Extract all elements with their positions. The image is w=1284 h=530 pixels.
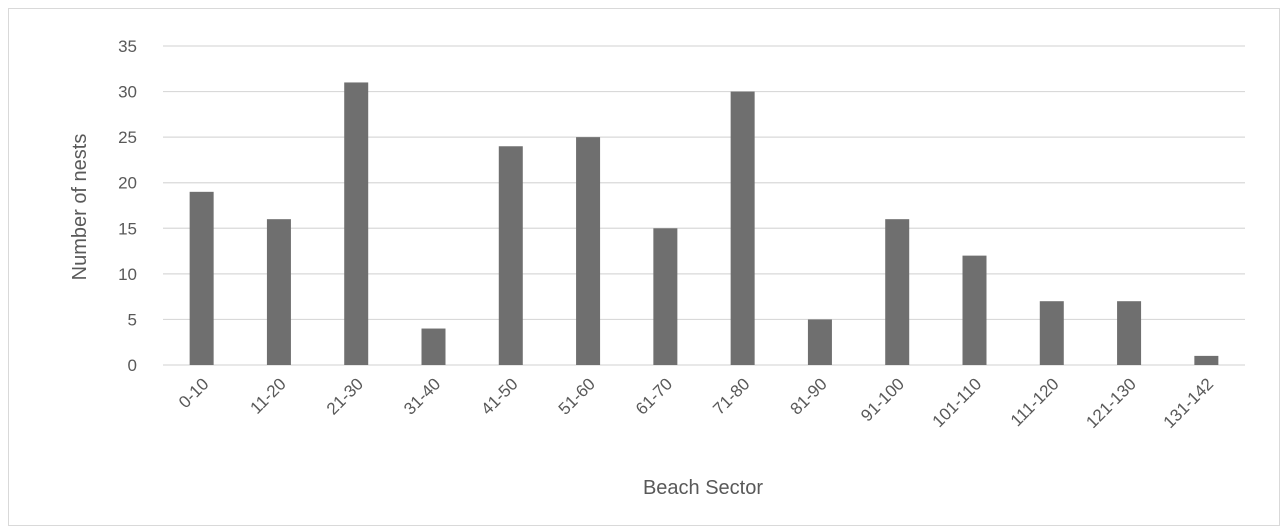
bar-101-110: [962, 255, 987, 365]
x-axis-title: Beach Sector: [643, 477, 763, 499]
x-tick-label: 61-70: [632, 374, 676, 418]
x-tick-label: 11-20: [246, 374, 289, 417]
y-tick-label: 15: [118, 219, 137, 238]
x-tick-label: 71-80: [709, 374, 753, 418]
gridlines: [163, 45, 1245, 366]
bar-81-90: [807, 319, 832, 365]
x-tick-label: 51-60: [555, 374, 599, 418]
y-tick-label: 10: [118, 265, 137, 284]
chart-frame: [8, 8, 1280, 526]
y-axis-ticks: 0 5 10 15 20 25 30 35: [118, 37, 137, 375]
bar-131-142: [1194, 355, 1219, 365]
bar-41-50: [498, 146, 523, 365]
bar-0-10: [189, 191, 214, 365]
y-tick-label: 30: [118, 83, 137, 102]
x-tick-label: 41-50: [477, 374, 521, 418]
x-tick-label: 111-120: [1007, 374, 1063, 430]
bar-91-100: [885, 219, 910, 365]
x-tick-label: 101-110: [929, 374, 986, 431]
x-tick-label: 81-90: [787, 374, 831, 418]
x-tick-label: 0-10: [175, 374, 212, 411]
y-axis-title: Number of nests: [69, 134, 91, 281]
bar-71-80: [730, 91, 755, 366]
bars: [189, 82, 1219, 366]
bar-11-20: [266, 219, 291, 365]
bar-61-70: [653, 228, 678, 365]
bar-51-60: [576, 137, 601, 365]
y-tick-label: 35: [118, 37, 137, 56]
x-tick-label: 121-130: [1082, 374, 1140, 432]
x-tick-label: 31-40: [400, 374, 444, 418]
x-tick-label: 21-30: [323, 374, 367, 418]
bar-31-40: [421, 328, 446, 365]
y-tick-label: 25: [118, 128, 137, 147]
bar-121-130: [1117, 301, 1142, 365]
x-tick-label: 131-142: [1160, 374, 1218, 432]
bar-21-30: [344, 82, 369, 365]
y-tick-label: 0: [128, 356, 137, 375]
bar-111-120: [1039, 301, 1064, 365]
y-tick-label: 20: [118, 174, 137, 193]
x-tick-label: 91-100: [857, 374, 908, 425]
x-axis-ticks: 0-10 11-20 21-30 31-40 41-50 51-60 61-70 71-80 8…: [175, 374, 1217, 432]
y-tick-label: 5: [128, 310, 137, 329]
